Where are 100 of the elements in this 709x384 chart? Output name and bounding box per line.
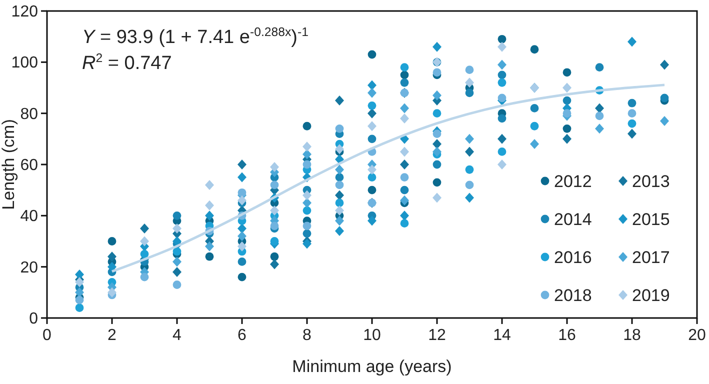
point [628, 128, 636, 139]
point [335, 198, 344, 208]
point [368, 134, 376, 144]
point [465, 146, 474, 157]
y-tick-label: 40 [20, 208, 38, 226]
y-tick-label: 0 [29, 310, 38, 328]
point [238, 241, 246, 252]
point [400, 173, 409, 182]
point [335, 96, 344, 106]
point [562, 68, 572, 77]
point [108, 252, 116, 262]
point [465, 165, 474, 174]
y-tick-label: 80 [20, 106, 38, 123]
annotation: Y = 93.9 (1 + 7.41 e$^{-0.288x}$)$^{-1}$ [82, 25, 309, 48]
point [302, 206, 312, 215]
point [628, 119, 636, 128]
point [335, 144, 344, 154]
point [498, 78, 506, 87]
point [530, 139, 539, 150]
point [335, 124, 344, 133]
legend-label: 2015 [632, 210, 670, 229]
point [205, 180, 214, 190]
point [368, 88, 376, 98]
point [498, 114, 506, 123]
point [302, 198, 312, 208]
point [205, 252, 214, 261]
point [498, 60, 506, 70]
point [432, 146, 442, 157]
legend-label: 2012 [554, 172, 592, 191]
point [562, 82, 572, 93]
point [498, 134, 506, 144]
point [172, 223, 182, 234]
point [562, 109, 572, 118]
point [335, 226, 344, 236]
point [498, 94, 506, 102]
point [172, 211, 182, 220]
point [140, 236, 149, 246]
point [75, 296, 84, 304]
point [368, 186, 376, 194]
point [108, 262, 116, 272]
point [368, 80, 376, 90]
point [498, 160, 506, 170]
point [660, 60, 669, 70]
point [432, 42, 442, 52]
y-tick-label: 20 [20, 259, 38, 276]
point [302, 229, 312, 238]
point [465, 192, 474, 203]
annotation: R$^{2}$ = 0.747 [82, 51, 172, 74]
point [562, 134, 572, 144]
point [465, 66, 474, 74]
point [368, 108, 376, 118]
x-tick-label: 6 [238, 327, 247, 344]
point [400, 103, 409, 114]
point [465, 88, 474, 98]
x-tick-label: 12 [428, 327, 446, 344]
point [400, 186, 409, 194]
point [595, 112, 604, 120]
point [335, 216, 344, 226]
point [368, 101, 376, 110]
point [238, 272, 246, 282]
point [335, 206, 344, 216]
point [270, 222, 279, 230]
point [302, 190, 312, 200]
point [595, 63, 604, 72]
point [368, 50, 376, 59]
point [172, 266, 182, 277]
point [172, 256, 182, 267]
point [270, 206, 279, 216]
point [205, 210, 214, 221]
point [270, 162, 279, 172]
point [400, 219, 409, 228]
point [270, 237, 279, 246]
y-axis-title: Length (cm) [0, 119, 18, 210]
x-tick-label: 16 [558, 327, 576, 344]
point [628, 109, 636, 118]
point [368, 164, 376, 175]
point [432, 178, 442, 187]
point [465, 134, 474, 144]
point [660, 116, 669, 126]
point [140, 223, 149, 234]
point [498, 34, 506, 44]
point [335, 173, 344, 182]
point [140, 272, 149, 282]
point [172, 280, 182, 289]
point [530, 45, 539, 54]
point [302, 222, 312, 230]
point [432, 90, 442, 100]
point [400, 113, 409, 124]
x-tick-label: 18 [623, 327, 641, 344]
point [238, 160, 246, 170]
x-tick-label: 10 [363, 327, 381, 344]
point [400, 78, 409, 87]
x-tick-label: 14 [493, 327, 511, 344]
point [238, 258, 246, 266]
point [562, 96, 572, 105]
point [172, 247, 182, 256]
point [400, 160, 409, 170]
point [108, 237, 116, 246]
legend-label: 2019 [632, 286, 670, 305]
point [595, 103, 604, 114]
